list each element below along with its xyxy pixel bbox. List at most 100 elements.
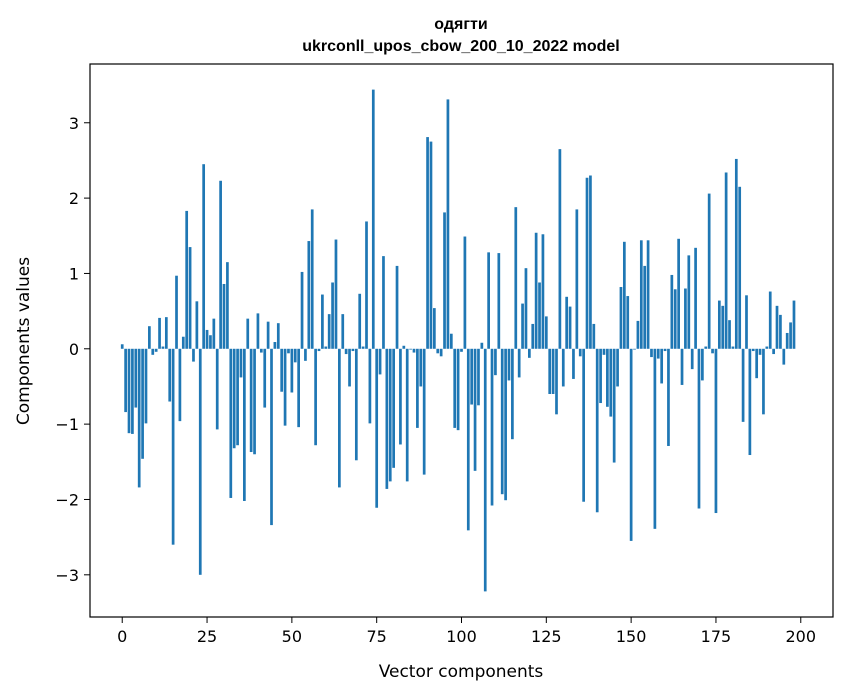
bar-174 xyxy=(711,348,714,354)
bar-128 xyxy=(555,348,558,415)
bar-69 xyxy=(354,348,358,461)
bar-177 xyxy=(721,305,725,349)
bar-75 xyxy=(375,348,379,508)
bar-145 xyxy=(612,348,616,463)
bar-117 xyxy=(517,348,521,378)
bar-101 xyxy=(463,236,467,349)
x-tick-label-175: 175 xyxy=(701,627,732,646)
bar-24 xyxy=(202,164,206,349)
y-tick-label-3: 3 xyxy=(69,114,79,133)
bar-49 xyxy=(287,348,290,354)
bar-29 xyxy=(219,180,222,349)
bar-120 xyxy=(528,348,531,358)
bar-134 xyxy=(575,209,579,349)
bar-195 xyxy=(782,348,786,365)
bar-88 xyxy=(419,348,423,387)
bar-153 xyxy=(639,240,643,349)
bar-188 xyxy=(758,348,762,355)
bar-81 xyxy=(395,265,399,349)
bar-98 xyxy=(453,348,457,428)
bar-121 xyxy=(531,323,535,349)
bar-172 xyxy=(704,346,708,349)
bar-166 xyxy=(684,288,687,349)
bar-86 xyxy=(412,348,416,353)
bar-122 xyxy=(534,232,538,349)
y-tick-label--2: −2 xyxy=(55,490,79,509)
bar-2 xyxy=(127,348,131,434)
bar-12 xyxy=(161,346,165,349)
bar-118 xyxy=(521,303,524,349)
bar-32 xyxy=(229,348,233,498)
bar-40 xyxy=(256,313,260,349)
bar-22 xyxy=(195,301,199,349)
y-tick-label--3: −3 xyxy=(55,566,79,585)
bar-184 xyxy=(745,295,748,349)
bar-23 xyxy=(198,348,202,575)
bar-60 xyxy=(324,346,328,349)
bar-170 xyxy=(697,348,701,509)
bar-73 xyxy=(368,348,372,424)
bar-163 xyxy=(673,289,677,349)
bar-74 xyxy=(371,89,375,349)
bar-147 xyxy=(619,287,623,349)
y-tick-label--1: −1 xyxy=(55,415,79,434)
bar-181 xyxy=(734,158,738,349)
x-tick-label-0: 0 xyxy=(117,627,127,646)
bar-76 xyxy=(378,348,382,375)
bar-137 xyxy=(585,177,589,349)
y-tick-label-1: 1 xyxy=(69,264,79,283)
bar-142 xyxy=(602,348,606,355)
bar-85 xyxy=(409,348,412,350)
bar-138 xyxy=(589,175,592,349)
bar-45 xyxy=(273,342,277,349)
bar-143 xyxy=(606,348,609,407)
bar-125 xyxy=(544,316,548,349)
bar-48 xyxy=(283,348,287,426)
bar-155 xyxy=(646,240,650,349)
bar-26 xyxy=(209,335,212,349)
bar-169 xyxy=(694,247,697,349)
bar-52 xyxy=(297,348,300,428)
bar-35 xyxy=(239,348,243,378)
bar-68 xyxy=(351,348,355,352)
bar-80 xyxy=(392,348,395,468)
bar-47 xyxy=(280,348,284,392)
bar-144 xyxy=(609,348,613,417)
bar-167 xyxy=(687,255,691,349)
bar-15 xyxy=(171,348,175,545)
bar-139 xyxy=(592,323,596,349)
bar-87 xyxy=(416,348,419,428)
bar-130 xyxy=(561,348,565,387)
bar-79 xyxy=(388,348,392,482)
bar-123 xyxy=(538,282,541,349)
bar-33 xyxy=(232,348,236,449)
bar-127 xyxy=(551,348,555,394)
bar-175 xyxy=(714,348,718,514)
bar-151 xyxy=(633,348,636,350)
bar-28 xyxy=(215,348,219,430)
bar-21 xyxy=(192,348,195,362)
bar-82 xyxy=(399,348,402,445)
bar-185 xyxy=(748,348,752,456)
bar-0 xyxy=(120,344,124,349)
bar-16 xyxy=(175,275,178,349)
bar-41 xyxy=(259,348,263,353)
bar-39 xyxy=(253,348,256,455)
bar-152 xyxy=(636,320,640,349)
bar-66 xyxy=(344,348,348,355)
bar-71 xyxy=(361,346,365,349)
bar-3 xyxy=(131,348,134,434)
bar-96 xyxy=(446,99,450,349)
bar-171 xyxy=(701,348,704,381)
x-tick-label-150: 150 xyxy=(616,627,647,646)
bar-129 xyxy=(558,149,562,349)
bar-158 xyxy=(656,348,660,359)
bar-99 xyxy=(456,348,460,431)
bar-95 xyxy=(443,212,446,349)
bar-4 xyxy=(134,348,138,408)
bar-119 xyxy=(524,268,528,349)
bar-178 xyxy=(724,172,728,349)
y-tick-label-2: 2 xyxy=(69,189,79,208)
bar-186 xyxy=(751,348,755,352)
bar-107 xyxy=(483,348,487,592)
